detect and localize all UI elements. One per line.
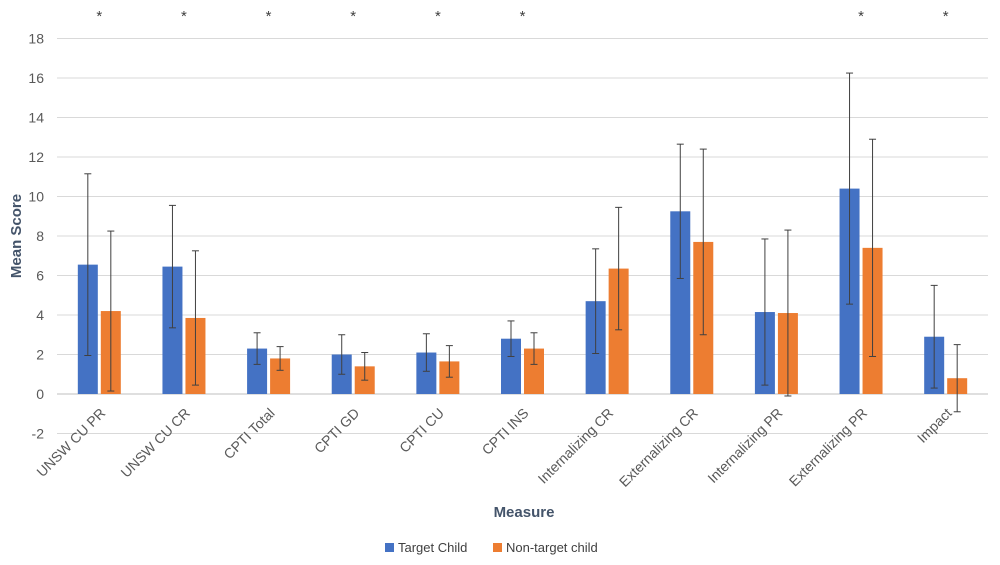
y-tick-label: 6 — [36, 268, 44, 284]
y-tick-label: 12 — [28, 149, 44, 165]
significance-star: * — [96, 8, 102, 25]
y-tick-label: 18 — [28, 31, 44, 47]
bars — [77, 188, 968, 394]
x-tick-label: Impact — [914, 405, 955, 446]
bar — [524, 348, 544, 394]
x-axis-ticks: UNSW CU PR UNSW CU CR CPTI Total CPTI GD CPT… — [33, 405, 955, 490]
error-bars — [84, 72, 961, 413]
x-tick-label: CPTI INS — [478, 405, 531, 458]
legend-swatch-target-child — [385, 543, 394, 552]
x-tick-label: UNSW CU CR — [117, 405, 193, 481]
y-tick-label: 14 — [28, 110, 44, 126]
significance-star: * — [943, 8, 949, 25]
y-tick-label: 0 — [36, 386, 44, 402]
x-tick-label: CPTI GD — [311, 405, 362, 456]
significance-star: * — [350, 8, 356, 25]
legend-swatch-non-target-child — [493, 543, 502, 552]
bar — [247, 348, 268, 394]
x-tick-label: Internalizing CR — [535, 405, 617, 487]
y-tick-label: 16 — [28, 70, 44, 86]
x-tick-label: CPTI CU — [396, 405, 447, 456]
bar — [416, 352, 437, 394]
x-tick-label: Internalizing PR — [704, 405, 785, 486]
y-tick-label: -2 — [32, 426, 45, 442]
legend-label-target-child: Target Child — [398, 540, 467, 555]
y-axis-title: Mean Score — [8, 194, 25, 278]
x-tick-label: Externalizing CR — [616, 405, 701, 490]
significance-star: * — [181, 8, 187, 25]
significance-markers: * * * * * * * * — [96, 8, 948, 25]
x-tick-label: UNSW CU PR — [33, 405, 108, 480]
bar — [608, 268, 629, 394]
x-axis-title: Measure — [494, 504, 555, 521]
y-tick-label: 4 — [36, 307, 44, 323]
bar — [162, 266, 183, 394]
x-tick-label: Externalizing PR — [786, 405, 870, 489]
y-axis-ticks: -2 0 2 4 6 8 10 12 14 16 18 — [28, 31, 44, 442]
bar — [270, 358, 291, 394]
significance-star: * — [520, 8, 526, 25]
significance-star: * — [858, 8, 864, 25]
significance-star: * — [266, 8, 272, 25]
y-tick-label: 2 — [36, 347, 44, 363]
bar — [670, 211, 691, 394]
legend: Target Child Non-target child — [385, 540, 598, 555]
legend-label-non-target-child: Non-target child — [506, 540, 598, 555]
y-tick-label: 8 — [36, 228, 44, 244]
y-tick-label: 10 — [28, 189, 44, 205]
gridlines — [57, 38, 988, 434]
bar — [501, 338, 521, 394]
significance-star: * — [435, 8, 441, 25]
